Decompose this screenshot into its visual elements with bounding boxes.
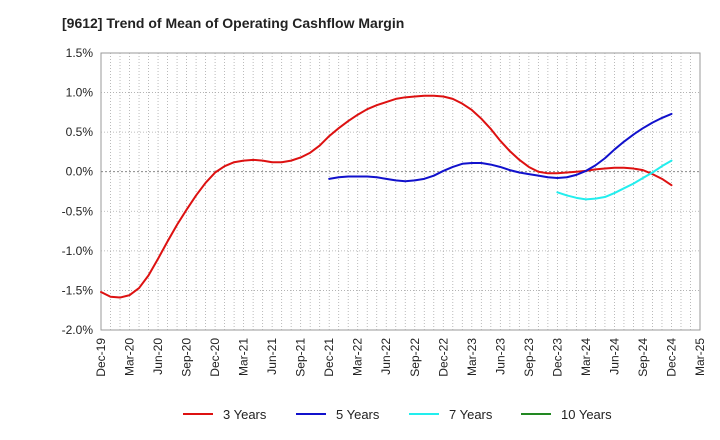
legend-label-5-years: 5 Years [336,407,380,422]
x-tick-label: Dec-23 [550,338,564,377]
x-tick-label: Mar-22 [351,338,365,376]
y-tick-label: 0.0% [66,165,94,179]
y-tick-label: 1.5% [66,46,94,60]
x-tick-label: Jun-20 [151,338,165,375]
plot-border [100,52,701,331]
plot-area [100,52,701,331]
x-tick-label: Dec-19 [94,338,108,377]
y-axis-ticks: 1.5% 1.0% 0.5% 0.0% -0.5% -1.0% -1.5% -2.0% [62,46,94,337]
series-layer [100,94,673,299]
series-line-3-years [100,94,673,299]
series-line-5-years [328,112,673,183]
legend-label-3-years: 3 Years [223,407,267,422]
y-tick-label: -1.5% [62,283,94,297]
x-tick-label: Dec-20 [208,338,222,377]
series-line-7-years [556,159,673,201]
x-tick-label: Dec-24 [664,338,678,377]
x-tick-label: Jun-24 [607,338,621,375]
x-tick-label: Jun-22 [379,338,393,375]
y-tick-label: 0.5% [66,125,94,139]
x-tick-label: Dec-21 [322,338,336,377]
chart-title: [9612] Trend of Mean of Operating Cashfl… [62,15,405,31]
x-tick-label: Mar-24 [579,338,593,376]
x-tick-label: Jun-21 [265,338,279,375]
x-tick-label: Dec-22 [436,338,450,377]
x-tick-label: Mar-25 [693,338,707,376]
x-tick-label: Mar-21 [237,338,251,376]
legend-label-7-years: 7 Years [449,407,493,422]
x-tick-label: Sep-24 [636,338,650,377]
x-tick-label: Sep-22 [408,338,422,377]
legend: 3 Years 5 Years 7 Years 10 Years [183,407,612,422]
y-tick-label: -1.0% [62,244,94,258]
x-tick-label: Sep-23 [522,338,536,377]
x-tick-label: Jun-23 [493,338,507,375]
y-tick-label: -2.0% [62,323,94,337]
y-tick-label: -0.5% [62,204,94,218]
x-tick-label: Sep-21 [294,338,308,377]
x-tick-label: Sep-20 [180,338,194,377]
x-tick-label: Mar-20 [123,338,137,376]
y-tick-label: 1.0% [66,86,94,100]
x-tick-label: Mar-23 [465,338,479,376]
legend-label-10-years: 10 Years [561,407,612,422]
x-axis-ticks: Dec-19 Mar-20 Jun-20 Sep-20 Dec-20 Mar-21 Jun-… [94,338,707,377]
